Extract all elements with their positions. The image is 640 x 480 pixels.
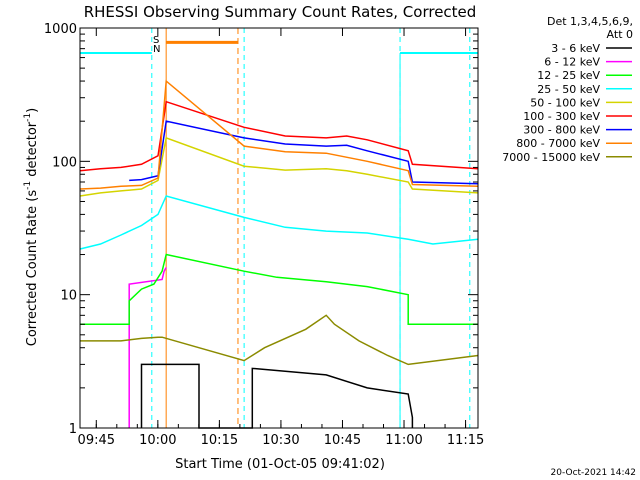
x-tick-label-6: 11:15 <box>447 433 484 448</box>
y-tick-label-2: 100 <box>52 155 77 170</box>
timestamp: 20-Oct-2021 14:42 <box>551 468 636 478</box>
legend-label-8: 7000 - 15000 keV <box>502 151 600 164</box>
y-axis-label-exp-1: -1 <box>23 181 33 190</box>
y-axis: 1 10 100 1000 <box>44 22 478 437</box>
plot-area: SN 09:45 10:00 10:15 10:30 10:45 11:00 11:15 1… <box>44 22 484 448</box>
annotation-N: N <box>153 44 160 55</box>
legend-label-6: 300 - 800 keV <box>523 124 600 137</box>
legend-label-1: 6 - 12 keV <box>544 56 600 69</box>
x-axis: 09:45 10:00 10:15 10:30 10:45 11:00 11:15 <box>78 28 484 448</box>
series-line-4 <box>79 136 479 197</box>
x-axis-label: Start Time (01-Oct-05 09:41:02) <box>175 457 385 472</box>
series-line-8 <box>80 314 479 366</box>
series-line-7 <box>79 79 479 190</box>
reference-lines <box>79 28 478 428</box>
x-tick-label-0: 09:45 <box>78 433 115 448</box>
series-line-6 <box>129 120 479 185</box>
legend-label-0: 3 - 6 keV <box>551 42 600 55</box>
series-line-0 <box>140 363 414 429</box>
chart-title: RHESSI Observing Summary Count Rates, Co… <box>84 3 477 21</box>
x-tick-label-5: 11:00 <box>385 433 422 448</box>
series-line-5 <box>79 100 479 172</box>
legend-header-line-1: Det 1,3,4,5,6,9, <box>547 15 633 28</box>
y-axis-label-part-2: detector <box>25 121 40 181</box>
y-axis-label-part-3: ) <box>25 108 40 113</box>
y-axis-label-exp-2: -1 <box>23 113 33 122</box>
annotation-layer: SN <box>153 35 160 55</box>
x-tick-label-4: 10:45 <box>324 433 361 448</box>
annotation-S: S <box>153 35 159 46</box>
x-tick-label-3: 10:30 <box>262 433 299 448</box>
y-tick-label-3: 1000 <box>44 22 77 37</box>
x-tick-label-2: 10:15 <box>201 433 238 448</box>
series-line-3 <box>79 195 479 250</box>
y-tick-label-0: 1 <box>69 422 77 437</box>
legend-label-4: 50 - 100 keV <box>530 96 600 109</box>
legend-label-3: 25 - 50 keV <box>537 83 600 96</box>
y-axis-label-part-1: Corrected Count Rate (s <box>25 190 40 347</box>
series-layer <box>79 79 479 429</box>
y-tick-label-1: 10 <box>60 289 77 304</box>
legend-label-2: 12 - 25 keV <box>537 69 600 82</box>
x-tick-label-1: 10:00 <box>139 433 176 448</box>
series-line-2 <box>80 253 478 325</box>
legend-header-line-2: Att 0 <box>607 28 633 41</box>
plot-frame <box>79 27 479 429</box>
legend-label-5: 100 - 300 keV <box>523 110 600 123</box>
legend-label-7: 800 - 7000 keV <box>516 137 600 150</box>
series-line-1 <box>128 267 167 428</box>
y-axis-label: Corrected Count Rate (s-1 detector-1) <box>23 108 40 346</box>
